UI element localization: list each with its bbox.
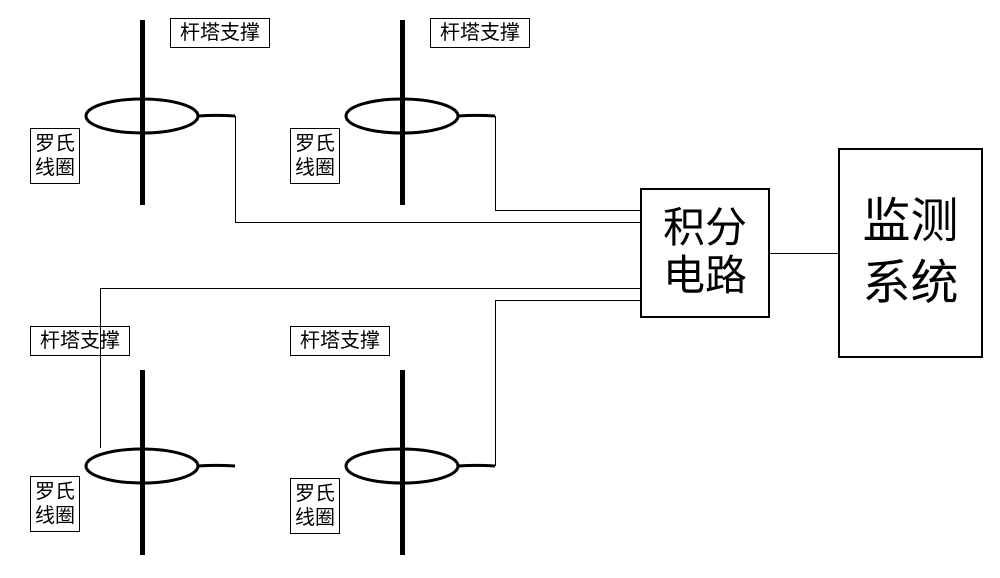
tower-support-label-bottom-left: 杆塔支撑 <box>30 326 130 356</box>
tower-label-text: 杆塔支撑 <box>180 21 260 45</box>
rogowski-coil-ellipse-bottom-right <box>345 448 495 484</box>
rogowski-coil-ellipse-bottom-left <box>85 448 235 484</box>
rogowski-coil-label-bottom-left: 罗氏 线圈 <box>30 476 80 532</box>
integrator-label: 积分 电路 <box>663 205 747 302</box>
wire-bottom-right-vertical <box>495 300 496 466</box>
integrator-box: 积分 电路 <box>640 188 770 318</box>
rogowski-coil-ellipse-top-left <box>85 98 235 134</box>
tower-support-label-bottom-right: 杆塔支撑 <box>290 326 390 356</box>
wire-top-right-horizontal <box>495 210 640 211</box>
monitor-box: 监测 系统 <box>838 148 983 358</box>
coil-label-text: 罗氏 线圈 <box>295 482 335 530</box>
tower-support-label-top-left: 杆塔支撑 <box>170 18 270 48</box>
tower-label-text: 杆塔支撑 <box>300 329 380 353</box>
wire-bottom-right-horizontal <box>495 300 640 301</box>
wire-bottom-left-horizontal <box>100 288 640 289</box>
rogowski-coil-label-top-left: 罗氏 线圈 <box>30 128 80 184</box>
diagram-canvas: 杆塔支撑 罗氏 线圈 杆塔支撑 罗氏 线圈 杆塔支撑 罗氏 线圈 杆塔支撑 <box>0 0 1000 578</box>
coil-label-text: 罗氏 线圈 <box>295 132 335 180</box>
rogowski-coil-label-top-right: 罗氏 线圈 <box>290 128 340 184</box>
wire-top-left-vertical <box>235 116 236 222</box>
rogowski-coil-ellipse-top-right <box>345 98 495 134</box>
tower-label-text: 杆塔支撑 <box>40 329 120 353</box>
coil-label-text: 罗氏 线圈 <box>35 132 75 180</box>
wire-integrator-to-monitor <box>770 253 838 254</box>
wire-bottom-left-vertical <box>100 288 101 448</box>
wire-top-right-vertical <box>495 116 496 210</box>
tower-label-text: 杆塔支撑 <box>440 21 520 45</box>
rogowski-coil-label-bottom-right: 罗氏 线圈 <box>290 478 340 534</box>
tower-support-label-top-right: 杆塔支撑 <box>430 18 530 48</box>
wire-top-left-horizontal <box>235 222 640 223</box>
coil-label-text: 罗氏 线圈 <box>35 480 75 528</box>
monitor-label: 监测 系统 <box>862 191 958 316</box>
